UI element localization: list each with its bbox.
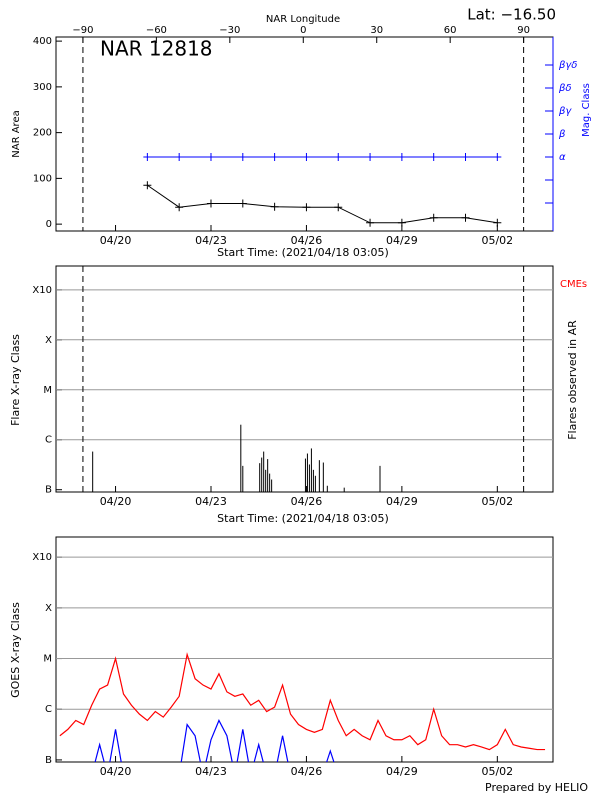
x-tick-label: 05/02 bbox=[481, 765, 513, 778]
point-marker bbox=[143, 153, 152, 161]
x-tick-label: 04/26 bbox=[291, 495, 323, 508]
point-marker bbox=[143, 181, 152, 190]
y-tick-label: B bbox=[45, 485, 52, 496]
x-tick-label: 04/20 bbox=[100, 765, 132, 778]
point-marker bbox=[429, 153, 438, 161]
point-marker bbox=[238, 153, 247, 161]
point-marker bbox=[334, 153, 343, 161]
point-marker bbox=[366, 218, 375, 227]
point-marker bbox=[493, 218, 502, 227]
y-tick-label: 100 bbox=[33, 173, 52, 184]
point-marker bbox=[461, 153, 470, 161]
point-marker bbox=[397, 153, 406, 161]
x-tick-label: 04/26 bbox=[291, 765, 323, 778]
x-tick-label: 04/20 bbox=[100, 234, 132, 247]
x-axis-title: Start Time: (2021/04/18 03:05) bbox=[217, 512, 389, 525]
x-tick-label: 05/02 bbox=[481, 234, 513, 247]
x-tick-label: 04/26 bbox=[291, 234, 323, 247]
point-marker bbox=[238, 199, 247, 208]
point-marker bbox=[493, 153, 502, 161]
point-marker bbox=[366, 153, 375, 161]
point-marker bbox=[270, 202, 279, 211]
cme-label: CMEs bbox=[560, 279, 587, 290]
x2-tick-label: 60 bbox=[444, 25, 457, 36]
y-axis-title: GOES X-ray Class bbox=[9, 602, 22, 698]
x-tick-label: 04/23 bbox=[195, 765, 227, 778]
point-marker bbox=[397, 218, 406, 227]
x-tick-label: 04/20 bbox=[100, 495, 132, 508]
plot-frame bbox=[55, 536, 554, 763]
point-marker bbox=[302, 153, 311, 161]
y-tick-label: C bbox=[45, 704, 52, 715]
y-tick-label: B bbox=[45, 755, 52, 766]
x-tick-label: 04/23 bbox=[195, 495, 227, 508]
y-axis-title: Flare X-ray Class bbox=[9, 334, 22, 426]
x-tick-label: 04/29 bbox=[386, 765, 418, 778]
point-marker bbox=[175, 153, 184, 161]
plot-frame bbox=[55, 265, 554, 493]
x-tick-label: 04/29 bbox=[386, 495, 418, 508]
y-axis-title: NAR Area bbox=[11, 110, 22, 157]
y2-axis-title: Flares observed in AR bbox=[566, 320, 579, 440]
point-marker bbox=[461, 213, 470, 222]
y2-axis-title: Mag. Class bbox=[581, 83, 592, 137]
x2-tick-label: 90 bbox=[517, 25, 530, 36]
x2-tick-label: 0 bbox=[300, 25, 306, 36]
y-tick-label: X bbox=[45, 335, 52, 346]
point-marker bbox=[206, 199, 215, 208]
y-tick-label: 0 bbox=[46, 219, 52, 230]
y2-tick-label: β bbox=[558, 129, 566, 140]
y-tick-label: M bbox=[43, 654, 52, 665]
x2-tick-label: 30 bbox=[370, 25, 383, 36]
point-marker bbox=[302, 203, 311, 212]
y-tick-label: X10 bbox=[32, 552, 52, 563]
point-marker bbox=[429, 213, 438, 222]
y-tick-label: X bbox=[45, 603, 52, 614]
point-marker bbox=[334, 203, 343, 212]
y2-tick-label: βγδ bbox=[558, 60, 577, 71]
point-marker bbox=[270, 153, 279, 161]
y2-tick-label: βγ bbox=[558, 106, 572, 117]
footer: Prepared by HELIO bbox=[485, 781, 588, 794]
latitude-label: Lat: −16.50 bbox=[467, 6, 556, 24]
x2-axis-title: NAR Longitude bbox=[266, 14, 340, 25]
x2-tick-label: −30 bbox=[219, 25, 240, 36]
x2-tick-label: −90 bbox=[72, 25, 93, 36]
series-line bbox=[147, 184, 498, 224]
x-tick-label: 04/23 bbox=[195, 234, 227, 247]
x-tick-label: 04/29 bbox=[386, 234, 418, 247]
point-marker bbox=[206, 153, 215, 161]
x-tick-label: 05/02 bbox=[481, 495, 513, 508]
y-tick-label: M bbox=[43, 385, 52, 396]
point-marker bbox=[175, 203, 184, 212]
y-tick-label: 400 bbox=[33, 36, 52, 47]
y-tick-label: X10 bbox=[32, 285, 52, 296]
goes-flux-line bbox=[59, 652, 546, 751]
y-tick-label: 200 bbox=[33, 128, 52, 139]
y-tick-label: C bbox=[45, 435, 52, 446]
y-tick-label: 300 bbox=[33, 82, 52, 93]
x2-tick-label: −60 bbox=[146, 25, 167, 36]
y2-tick-label: α bbox=[559, 152, 566, 163]
x-axis-title: Start Time: (2021/04/18 03:05) bbox=[217, 246, 389, 259]
y2-tick-label: βδ bbox=[558, 83, 572, 94]
